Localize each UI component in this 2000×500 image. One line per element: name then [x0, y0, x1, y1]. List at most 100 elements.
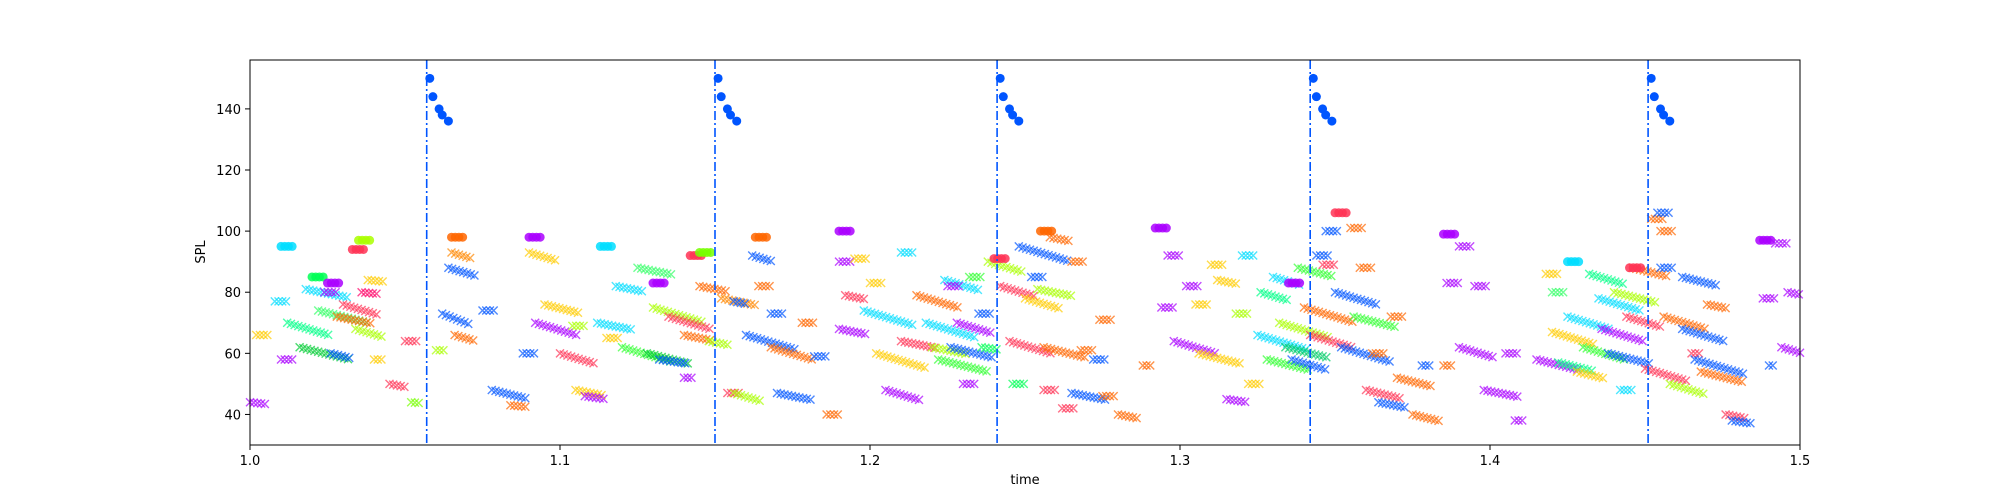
onset-marker [1185, 281, 1195, 291]
x-tick-label: 1.2 [860, 454, 881, 469]
onset-marker [1445, 278, 1455, 288]
onset-marker [946, 281, 956, 291]
onset-marker [605, 333, 615, 343]
onset-marker [1242, 309, 1252, 319]
onset-marker [410, 398, 420, 408]
onset-marker [609, 333, 619, 343]
onset-marker [414, 398, 424, 408]
onset-marker [845, 257, 855, 267]
onset-marker [1615, 385, 1625, 395]
onset-marker [1030, 272, 1040, 282]
onset-marker [1442, 361, 1452, 371]
beat-marker [995, 73, 1005, 83]
onset-marker [1132, 413, 1142, 423]
onset-marker [1745, 418, 1755, 428]
onset-marker [1481, 281, 1491, 291]
onset-marker [755, 396, 765, 406]
onset-marker [1663, 226, 1673, 236]
onset-marker [1742, 418, 1752, 428]
onset-marker [876, 278, 886, 288]
beat-marker [1649, 92, 1659, 102]
onset-marker [1477, 281, 1487, 291]
onset-marker [1168, 303, 1178, 312]
onset-marker [914, 395, 924, 405]
onset-marker [1233, 396, 1243, 406]
onset-marker [952, 302, 962, 312]
beat-marker [1659, 110, 1669, 120]
onset-marker [1229, 395, 1239, 405]
onset-marker [571, 330, 581, 340]
onset-marker [281, 296, 291, 306]
onset-marker [274, 296, 284, 306]
onset-marker [431, 345, 441, 355]
onset-marker [1655, 322, 1665, 332]
onset-marker [1046, 385, 1056, 395]
onset-marker [1142, 361, 1152, 371]
onset-marker [750, 300, 760, 310]
onset-marker [613, 333, 623, 343]
onset-marker [259, 330, 269, 340]
onset-marker [1465, 241, 1475, 251]
onset-marker [980, 343, 990, 353]
beat-marker [732, 116, 742, 126]
onset-marker [1202, 299, 1212, 309]
onset-marker [965, 379, 975, 389]
onset-marker [370, 276, 380, 286]
onset-marker [740, 299, 750, 309]
onset-marker [399, 382, 409, 392]
onset-marker [1063, 236, 1073, 246]
onset-marker [1359, 263, 1369, 273]
onset-marker [987, 352, 997, 362]
onset-marker [1421, 361, 1431, 371]
onset-marker [1547, 287, 1557, 297]
onset-marker [974, 309, 983, 319]
onset-marker [804, 318, 814, 328]
onset-marker [982, 366, 992, 376]
onset-marker [1087, 345, 1097, 355]
onset-marker [1721, 303, 1731, 313]
onset-marker [435, 345, 445, 355]
onset-marker [1324, 226, 1334, 236]
beat-marker [1327, 116, 1337, 126]
onset-marker [1355, 263, 1365, 273]
onset-marker [972, 272, 982, 282]
onset-marker [753, 281, 763, 291]
onset-marker [686, 373, 696, 383]
onset-marker [260, 399, 270, 409]
onset-marker [1039, 385, 1049, 395]
onset-marker [1067, 257, 1076, 267]
onset-marker [833, 409, 843, 419]
onset-marker [283, 354, 293, 364]
onset-marker [1346, 223, 1355, 233]
onset-marker [438, 345, 448, 355]
onset-marker [357, 287, 367, 297]
onset-marker [1718, 336, 1728, 346]
x-tick-label: 1.4 [1480, 454, 1501, 469]
onset-marker [637, 286, 647, 296]
onset-marker [654, 354, 664, 364]
onset-marker [1109, 391, 1119, 401]
onset-marker [371, 289, 381, 299]
onset-marker [1101, 391, 1111, 401]
onset-marker [1325, 260, 1335, 270]
onset-marker [841, 257, 851, 267]
onset-marker [1659, 263, 1669, 273]
onset-marker [1194, 299, 1204, 309]
onset-marker [371, 309, 381, 319]
onset-marker [1652, 208, 1662, 218]
onset-marker [859, 294, 869, 304]
onset-marker [1378, 348, 1388, 358]
onset-marker [1098, 391, 1107, 401]
onset-marker [1206, 260, 1216, 270]
onset-marker [1667, 263, 1677, 273]
onset-marker [509, 401, 519, 411]
onset-marker [677, 358, 687, 368]
onset-marker [825, 409, 835, 419]
onset-marker [1240, 397, 1250, 407]
onset-marker [364, 288, 374, 298]
onset-marker [673, 357, 683, 367]
onset-marker [975, 272, 985, 282]
peak-dot [1161, 223, 1171, 233]
onset-marker [954, 281, 964, 291]
